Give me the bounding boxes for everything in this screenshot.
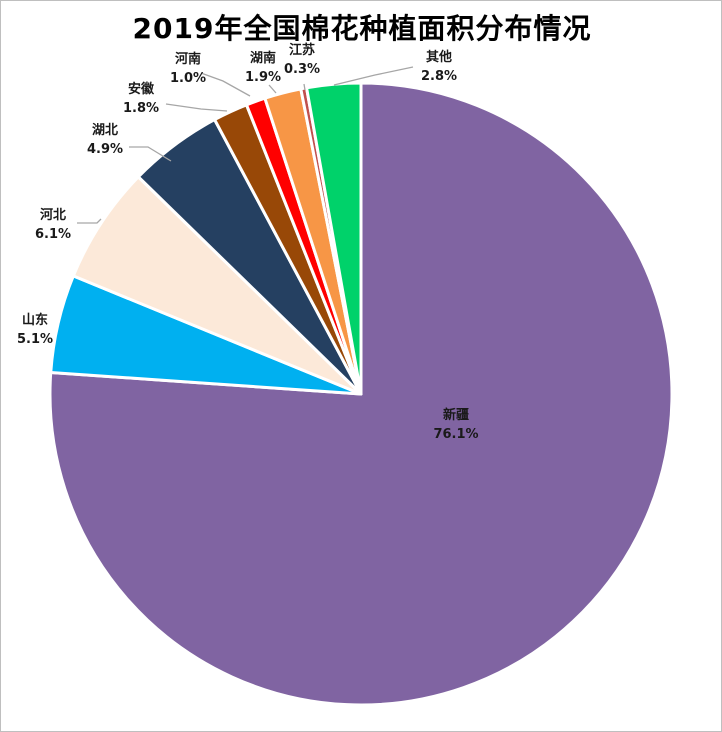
slice-label-value-河北: 6.1% xyxy=(35,227,71,242)
slice-labels: 新疆 76.1% 山东 5.1% 河北 6.1% 湖北 4.9% 安徽 1.8% 河南 1.0% 湖南 1… xyxy=(17,42,479,442)
leader-line-河北 xyxy=(77,218,102,224)
slice-label-name-湖南: 湖南 xyxy=(250,50,276,66)
slice-label-value-山东: 5.1% xyxy=(17,332,53,347)
pie-slice-河北 xyxy=(71,175,363,396)
pie-slice-其他 xyxy=(305,81,363,396)
slice-label-name-江苏: 江苏 xyxy=(289,42,315,58)
slice-label-name-河南: 河南 xyxy=(175,51,201,67)
slice-label-name-新疆: 新疆 xyxy=(443,407,469,423)
slice-label-name-湖北: 湖北 xyxy=(92,123,118,138)
chart-title: 2019年全国棉花种植面积分布情况 xyxy=(132,12,592,45)
leader-line-湖北 xyxy=(129,146,172,162)
slice-label-value-其他: 2.8% xyxy=(421,69,457,84)
slice-label-value-湖南: 1.9% xyxy=(245,70,281,85)
leader-line-河南 xyxy=(200,72,251,97)
leader-line-湖南 xyxy=(268,84,277,94)
leader-line-安徽 xyxy=(165,103,228,112)
leader-line-其他 xyxy=(333,66,414,86)
slice-label-value-新疆: 76.1% xyxy=(433,427,478,442)
slice-label-value-河南: 1.0% xyxy=(170,71,206,86)
leader-lines xyxy=(77,66,414,224)
slice-label-value-湖北: 4.9% xyxy=(87,142,123,157)
slice-label-name-山东: 山东 xyxy=(22,312,48,328)
pie-slices xyxy=(48,81,674,707)
slice-label-name-其他: 其他 xyxy=(426,49,452,65)
slice-label-name-安徽: 安徽 xyxy=(128,81,155,97)
slice-label-name-河北: 河北 xyxy=(40,207,66,223)
slice-label-value-江苏: 0.3% xyxy=(284,62,320,77)
leader-line-江苏 xyxy=(303,83,306,91)
slice-label-value-安徽: 1.8% xyxy=(123,101,159,116)
